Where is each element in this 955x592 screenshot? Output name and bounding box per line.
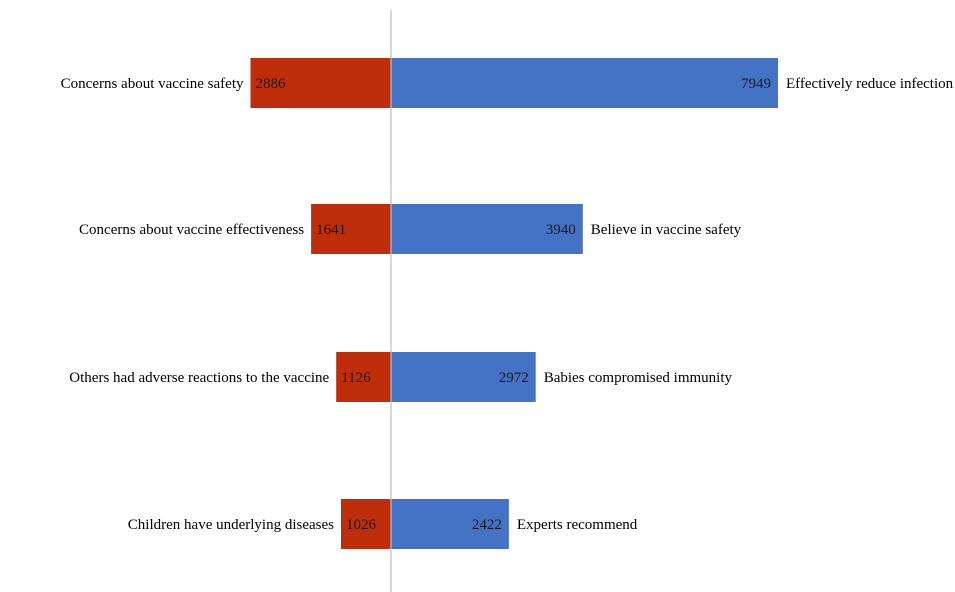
bar-right bbox=[391, 58, 778, 108]
bar-right bbox=[391, 204, 583, 254]
bar-right bbox=[391, 499, 509, 549]
category-label-right: Babies compromised immunity bbox=[544, 370, 733, 386]
category-label-right: Effectively reduce infection bbox=[786, 76, 954, 92]
category-label-right: Experts recommend bbox=[517, 517, 638, 533]
data-label-right: 3940 bbox=[546, 222, 576, 238]
bar-left bbox=[336, 352, 391, 402]
data-label-left: 1641 bbox=[316, 222, 346, 238]
category-label-left: Concerns about vaccine safety bbox=[61, 76, 244, 92]
labels-group: 2886 7949 Concerns about vaccine safety Eff… bbox=[61, 76, 954, 533]
bar-left bbox=[341, 499, 391, 549]
data-label-right: 2422 bbox=[472, 517, 502, 533]
bar-right bbox=[391, 352, 536, 402]
right-bars-group bbox=[391, 58, 778, 549]
data-label-left: 1126 bbox=[341, 370, 371, 386]
data-label-right: 2972 bbox=[499, 370, 529, 386]
bar-left bbox=[311, 204, 391, 254]
category-label-left: Concerns about vaccine effectiveness bbox=[79, 222, 304, 238]
data-label-right: 7949 bbox=[741, 76, 771, 92]
category-label-left: Others had adverse reactions to the vacc… bbox=[69, 370, 329, 386]
category-label-left: Children have underlying diseases bbox=[128, 517, 334, 533]
bar-left bbox=[250, 58, 391, 108]
data-label-left: 1026 bbox=[346, 517, 377, 533]
data-label-left: 2886 bbox=[256, 76, 287, 92]
category-label-right: Believe in vaccine safety bbox=[591, 222, 742, 238]
left-bars-group bbox=[250, 58, 391, 549]
